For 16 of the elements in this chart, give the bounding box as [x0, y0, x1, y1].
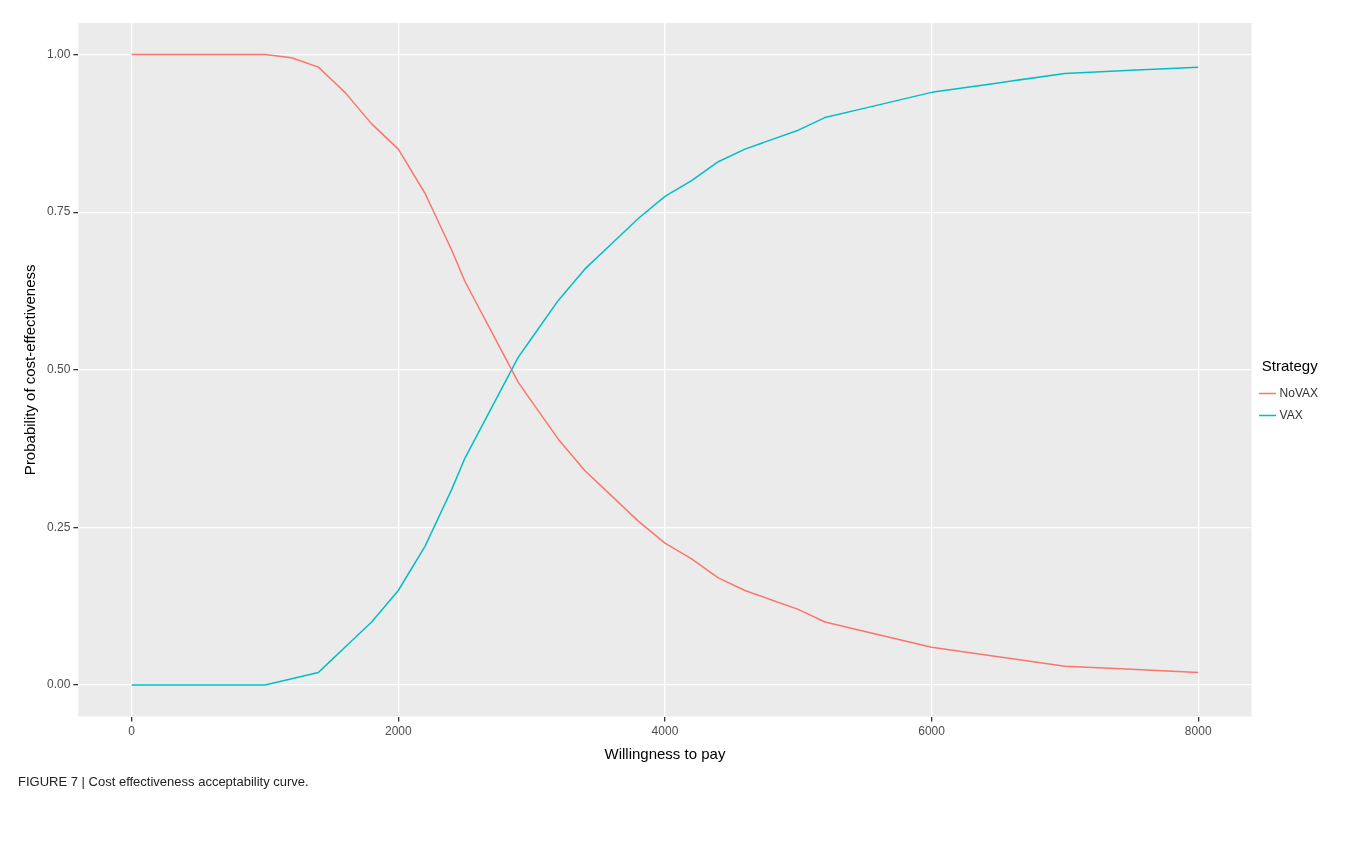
x-axis-title: Willingness to pay	[604, 745, 726, 763]
y-tick-label: 0.00	[47, 677, 71, 692]
x-tick-label: 8000	[1184, 724, 1212, 739]
caption: FIGURE 7 | Cost effectiveness acceptability curve.	[17, 773, 310, 791]
legend-label: NoVAX	[1279, 385, 1319, 400]
y-tick-label: 0.25	[47, 519, 71, 534]
x-tick-label: 6000	[918, 724, 946, 739]
y-tick-label: 0.50	[47, 362, 71, 377]
y-tick-label: 1.00	[47, 46, 71, 61]
y-tick-label: 0.75	[47, 204, 71, 219]
legend-label: VAX	[1279, 407, 1303, 422]
y-axis-title: Probability of cost-effectiveness	[21, 264, 39, 476]
x-tick-label: 4000	[651, 724, 679, 739]
legend-title: Strategy	[1261, 357, 1319, 375]
x-tick-label: 0	[128, 724, 136, 739]
x-tick-label: 2000	[384, 724, 412, 739]
